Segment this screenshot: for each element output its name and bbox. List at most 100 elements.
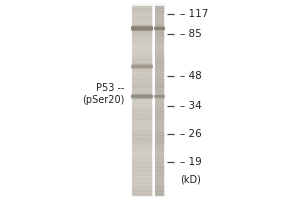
Bar (154, 183, 164, 185)
Bar (154, 142, 164, 143)
Bar (132, 33, 152, 35)
Bar (132, 124, 152, 126)
Bar (132, 151, 152, 153)
Bar (132, 75, 152, 76)
Bar (132, 78, 152, 79)
Text: – 117: – 117 (180, 9, 208, 19)
Bar (154, 119, 164, 121)
Bar (154, 87, 164, 89)
Bar (132, 161, 152, 162)
Bar (132, 186, 152, 188)
Bar (132, 147, 152, 148)
Bar (132, 156, 152, 158)
Bar (154, 79, 164, 81)
Bar (132, 132, 152, 134)
Text: (pSer20): (pSer20) (82, 95, 124, 105)
Bar (154, 73, 164, 75)
Bar (132, 28, 152, 30)
Bar (154, 17, 164, 19)
Bar (132, 30, 152, 32)
Bar (132, 170, 152, 172)
Bar (154, 170, 164, 172)
Bar (132, 22, 152, 24)
Bar (154, 116, 164, 118)
Bar (132, 63, 152, 65)
Bar (132, 86, 152, 87)
Bar (154, 118, 164, 119)
Bar (132, 167, 152, 169)
Bar (132, 81, 152, 83)
Bar (132, 182, 152, 183)
Bar (132, 121, 152, 123)
Bar (132, 113, 152, 115)
Bar (132, 169, 152, 170)
Bar (154, 115, 164, 116)
Bar (154, 57, 164, 59)
Bar (132, 194, 152, 196)
Bar (154, 99, 164, 100)
Bar (154, 59, 164, 60)
Text: – 34: – 34 (180, 101, 202, 111)
Bar (132, 119, 152, 121)
Bar (132, 54, 152, 55)
Bar (154, 155, 164, 156)
Bar (132, 177, 152, 178)
Bar (132, 68, 152, 70)
Text: – 85: – 85 (180, 29, 202, 39)
Bar (154, 158, 164, 159)
Bar (132, 110, 152, 111)
Bar (154, 83, 164, 84)
Bar (132, 19, 152, 20)
Text: (kD): (kD) (180, 175, 201, 185)
Bar (154, 161, 164, 162)
Bar (154, 178, 164, 180)
Bar (154, 24, 164, 25)
Bar (154, 191, 164, 193)
Bar (132, 175, 152, 177)
Bar (154, 25, 164, 27)
Bar (154, 12, 164, 14)
Bar (154, 121, 164, 123)
Bar (132, 166, 152, 167)
Bar (154, 172, 164, 174)
Bar (132, 97, 152, 99)
Bar (132, 102, 152, 103)
Bar (154, 22, 164, 24)
Bar (154, 38, 164, 40)
Bar (154, 167, 164, 169)
Bar (132, 17, 152, 19)
Bar (132, 24, 152, 25)
Bar (132, 100, 152, 102)
Bar (132, 56, 152, 57)
Bar (154, 8, 164, 9)
Bar (132, 183, 152, 185)
Bar (154, 126, 164, 127)
Bar (154, 49, 164, 51)
Bar (132, 178, 152, 180)
Bar (132, 111, 152, 113)
Bar (132, 38, 152, 40)
Bar (154, 27, 164, 28)
Bar (154, 123, 164, 124)
Bar (154, 81, 164, 83)
Bar (132, 11, 152, 12)
Bar (154, 148, 164, 150)
Bar (154, 70, 164, 71)
Bar (154, 19, 164, 20)
Bar (132, 162, 152, 164)
Bar (132, 174, 152, 175)
Bar (154, 137, 164, 139)
Bar (132, 94, 152, 95)
Bar (154, 60, 164, 62)
Bar (154, 129, 164, 131)
Bar (154, 6, 164, 196)
Bar (132, 118, 152, 119)
Bar (132, 79, 152, 81)
Bar (132, 6, 152, 8)
Bar (132, 60, 152, 62)
Bar (154, 11, 164, 12)
Bar (154, 100, 164, 102)
Bar (154, 63, 164, 65)
Bar (154, 188, 164, 190)
Bar (154, 56, 164, 57)
